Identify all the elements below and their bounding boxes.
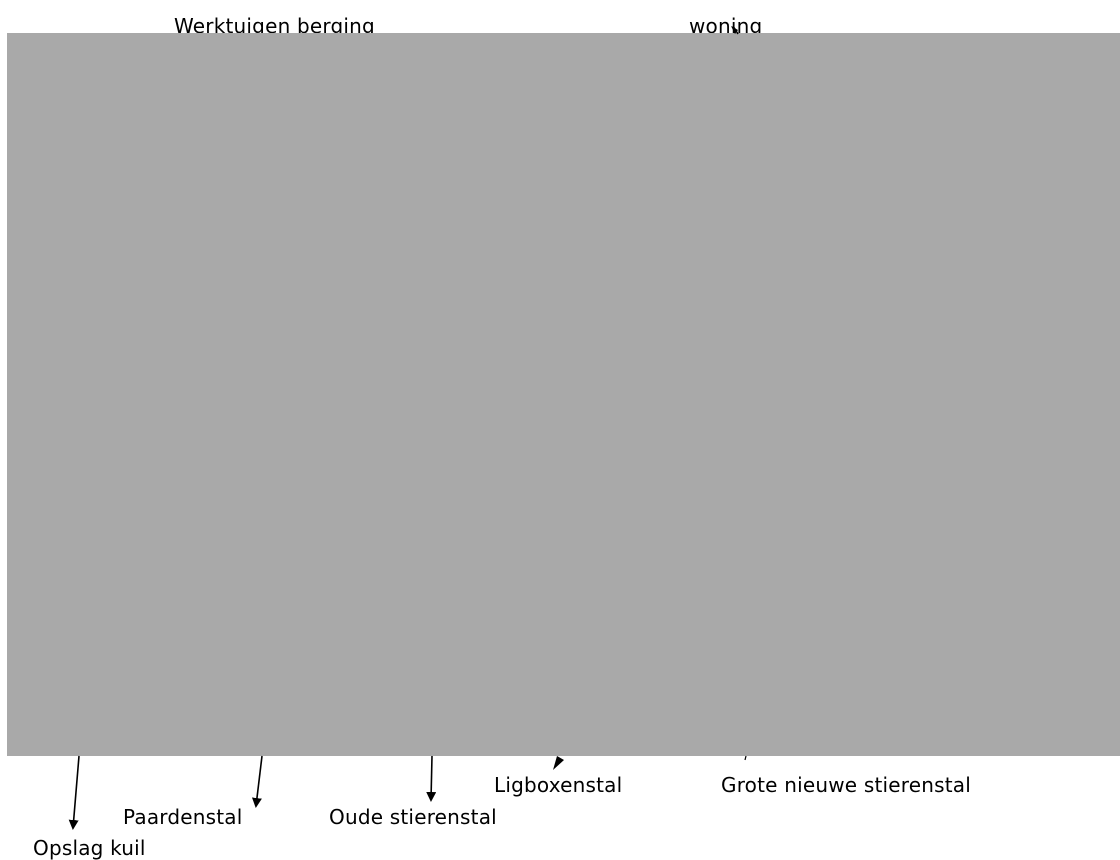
label-opslag-kuil: Opslag kuil xyxy=(33,836,146,860)
arrow-ligboxenstal-head xyxy=(553,756,564,770)
label-oude-stierenstal: Oude stierenstal xyxy=(329,805,497,829)
arrow-grote-nieuwe-stierenstal xyxy=(744,755,747,761)
label-ligboxenstal: Ligboxenstal xyxy=(494,773,623,797)
label-grote-nieuwe-stierenstal: Grote nieuwe stierenstal xyxy=(721,773,972,797)
farm-aerial-image-placeholder xyxy=(7,33,1120,756)
label-paardenstal: Paardenstal xyxy=(123,805,243,829)
arrow-paardenstal xyxy=(251,755,263,808)
arrow-oude-stierenstal xyxy=(426,755,437,802)
arrow-opslag-kuil xyxy=(68,755,80,830)
